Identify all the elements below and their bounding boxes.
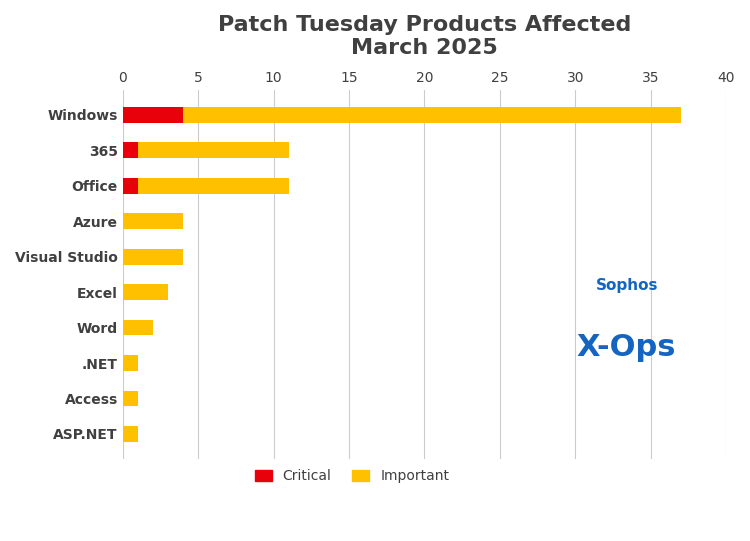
Bar: [123, 177, 138, 194]
Title: Patch Tuesday Products Affected
March 2025: Patch Tuesday Products Affected March 20…: [217, 15, 632, 58]
Text: X-Ops: X-Ops: [577, 333, 676, 362]
Bar: [123, 426, 138, 442]
Bar: [123, 284, 168, 300]
Bar: [123, 320, 153, 335]
Bar: [183, 107, 681, 123]
Text: Sophos: Sophos: [596, 278, 658, 293]
Bar: [138, 177, 289, 194]
Bar: [123, 391, 138, 406]
Bar: [123, 107, 183, 123]
Bar: [123, 142, 138, 158]
Bar: [138, 142, 289, 158]
Bar: [123, 355, 138, 371]
Bar: [123, 248, 183, 265]
Legend: Critical, Important: Critical, Important: [250, 464, 454, 489]
Bar: [123, 213, 183, 229]
